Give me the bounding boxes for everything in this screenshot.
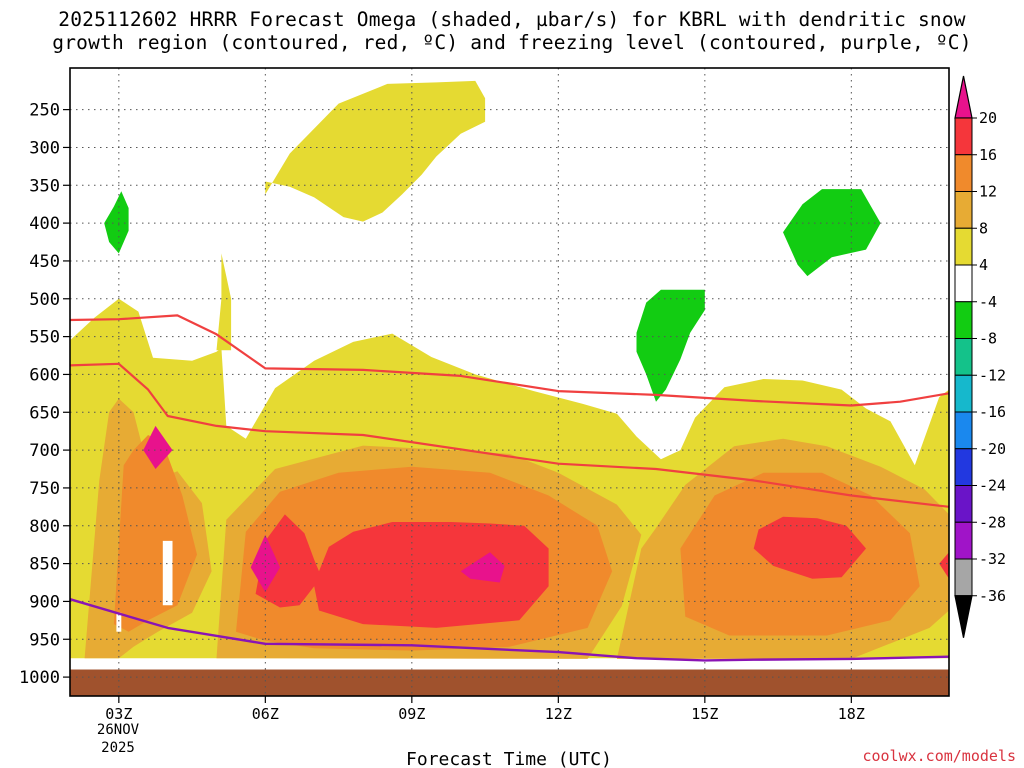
date-label-year: 2025 bbox=[101, 740, 135, 756]
date-label-day: 26NOV bbox=[97, 722, 140, 738]
omega-region-11 bbox=[939, 552, 949, 579]
y-tick-label-650: 650 bbox=[29, 403, 60, 423]
colorbar-bin-0 bbox=[954, 117, 973, 156]
contour-lines bbox=[70, 314, 949, 662]
omega-region-13 bbox=[250, 534, 280, 593]
colorbar-bin-6 bbox=[954, 338, 973, 376]
omega-region-17 bbox=[783, 189, 881, 277]
y-tick-label-700: 700 bbox=[29, 441, 60, 461]
omega-region-16 bbox=[636, 289, 705, 402]
y-tick-label-500: 500 bbox=[29, 290, 60, 310]
y-tick-label-400: 400 bbox=[29, 214, 60, 234]
x-axis-title: Forecast Time (UTC) bbox=[406, 749, 612, 768]
colorbar-bin-8 bbox=[954, 411, 973, 450]
colorbar-label-8: -16 bbox=[979, 403, 1006, 421]
y-tick-label-300: 300 bbox=[29, 138, 60, 158]
colorbar-label-6: -8 bbox=[979, 330, 997, 348]
colorbar-label-0: 20 bbox=[979, 109, 997, 127]
colorbar-bin-above-20 bbox=[954, 75, 973, 119]
omega-region-14 bbox=[460, 552, 505, 583]
y-tick-label-800: 800 bbox=[29, 517, 60, 537]
colorbar-label-5: -4 bbox=[979, 293, 997, 311]
colorbar-bin-7 bbox=[954, 374, 973, 413]
colorbar-bin-10 bbox=[954, 485, 973, 523]
chart-title: 2025112602 HRRR Forecast Omega (shaded, … bbox=[0, 8, 1024, 54]
colorbar-bin-3 bbox=[954, 227, 973, 266]
y-tick-label-900: 900 bbox=[29, 592, 60, 612]
x-tick-label-12Z: 12Z bbox=[545, 705, 572, 723]
y-tick-label-350: 350 bbox=[29, 176, 60, 196]
colorbar-label-7: -12 bbox=[979, 366, 1006, 384]
y-tick-label-250: 250 bbox=[29, 101, 60, 121]
colorbar-label-3: 8 bbox=[979, 219, 988, 237]
y-tick-label-600: 600 bbox=[29, 365, 60, 385]
y-tick-label-750: 750 bbox=[29, 479, 60, 499]
colorbar-label-13: -36 bbox=[979, 587, 1006, 605]
x-tick-label-09Z: 09Z bbox=[398, 705, 425, 723]
y-tick-label-950: 950 bbox=[29, 630, 60, 650]
colorbar-label-11: -28 bbox=[979, 513, 1006, 531]
colorbar-bin-2 bbox=[954, 191, 973, 229]
omega-region-6 bbox=[113, 435, 197, 632]
chart-title-line2: growth region (contoured, red, ºC) and f… bbox=[52, 31, 972, 54]
omega-region-10 bbox=[753, 516, 866, 579]
x-tick-label-06Z: 06Z bbox=[252, 705, 279, 723]
y-tick-label-550: 550 bbox=[29, 328, 60, 348]
colorbar-legend: 20 16 12 8 4 -4 -8 -12 -16 -20 -24 -28 -32 -36 bbox=[954, 75, 1006, 638]
colorbar-label-10: -24 bbox=[979, 477, 1006, 495]
dgz-contour-upper bbox=[70, 314, 949, 407]
colorbar-bin-1 bbox=[954, 154, 973, 192]
freezing-level-contour bbox=[70, 598, 949, 662]
omega-region-2 bbox=[216, 253, 232, 351]
plot-frame bbox=[69, 67, 950, 697]
colorbar-bin-5 bbox=[954, 301, 973, 339]
y-tick-label-850: 850 bbox=[29, 555, 60, 575]
colorbar-bin-9 bbox=[954, 448, 973, 486]
colorbar-bin-4 bbox=[954, 264, 973, 303]
colorbar-label-12: -32 bbox=[979, 550, 1006, 568]
dgz-contour-lower bbox=[70, 362, 949, 508]
colorbar-label-1: 16 bbox=[979, 146, 997, 164]
y-tick-label-1000: 1000 bbox=[19, 668, 60, 688]
omega-region-12 bbox=[143, 425, 173, 469]
credit-link[interactable]: coolwx.com/models bbox=[862, 747, 1016, 765]
colorbar-bin-below-36 bbox=[954, 595, 973, 638]
x-tick-label-15Z: 15Z bbox=[691, 705, 718, 723]
omega-gap-1 bbox=[116, 612, 122, 632]
below-ground-band bbox=[70, 669, 949, 696]
omega-gap-0 bbox=[162, 540, 173, 606]
surface-layer bbox=[70, 669, 949, 696]
omega-region-15 bbox=[104, 191, 129, 254]
y-axis: 250 300 350 400 450 500 550 600 650 700 750 800 850 9… bbox=[19, 101, 70, 688]
colorbar-label-9: -20 bbox=[979, 440, 1006, 458]
x-tick-label-03Z: 03Z bbox=[105, 705, 132, 723]
x-tick-label-18Z: 18Z bbox=[838, 705, 865, 723]
x-axis: 26NOV 2025 Forecast Time (UTC) 03Z 06Z 09Z… bbox=[97, 696, 865, 768]
colorbar-bin-12 bbox=[954, 558, 973, 597]
omega-region-9 bbox=[255, 514, 549, 628]
omega-region-1 bbox=[265, 80, 486, 222]
omega-shading bbox=[70, 80, 949, 659]
colorbar-label-2: 12 bbox=[979, 183, 997, 201]
colorbar-label-4: 4 bbox=[979, 256, 988, 274]
colorbar-bin-11 bbox=[954, 521, 973, 560]
chart-title-line1: 2025112602 HRRR Forecast Omega (shaded, … bbox=[58, 8, 966, 31]
y-tick-label-450: 450 bbox=[29, 252, 60, 272]
